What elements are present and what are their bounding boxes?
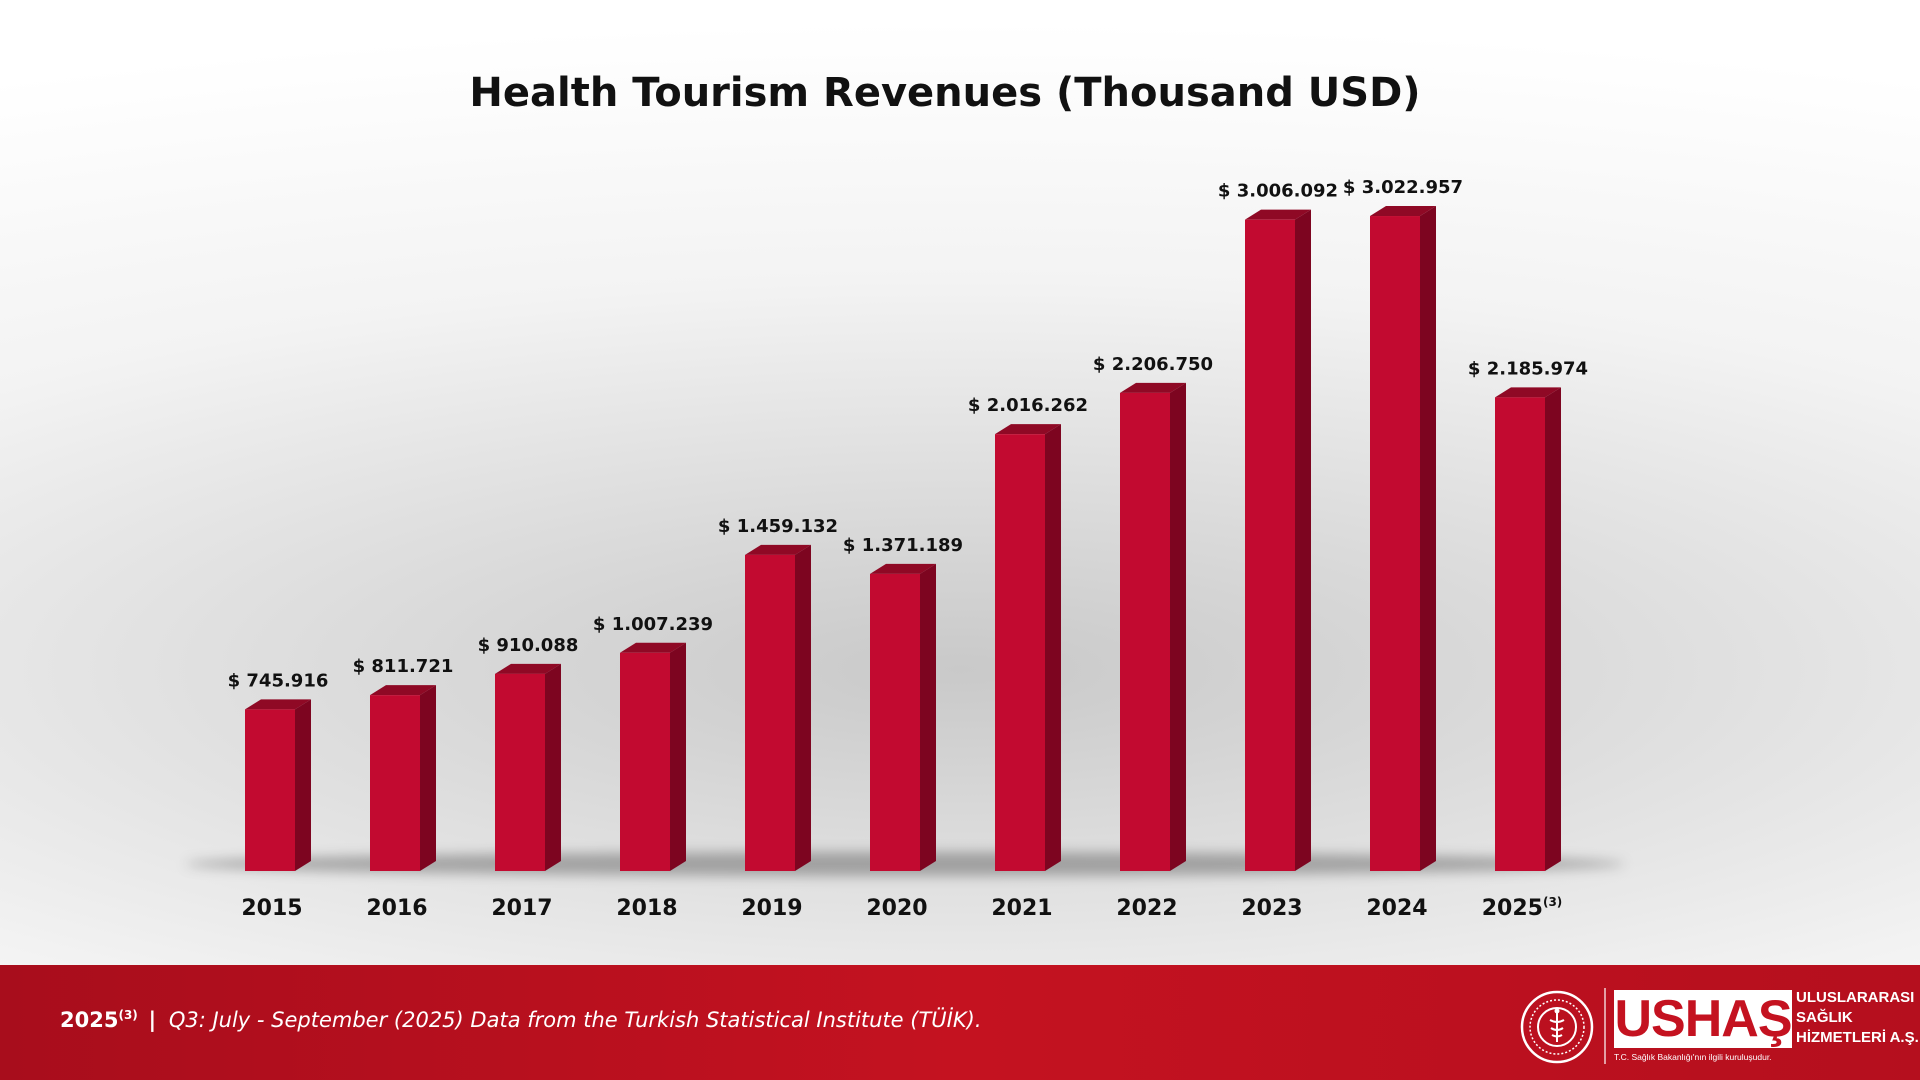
bar <box>245 709 295 871</box>
bar <box>995 434 1045 871</box>
bar <box>1245 219 1295 872</box>
logo-side-text: ULUSLARARASI SAĞLIK HİZMETLERİ A.Ş. <box>1796 988 1919 1048</box>
data-label: $ 1.007.239 <box>593 614 713 635</box>
x-tick-label: 2015 <box>241 896 302 921</box>
footnote-year-note: (3) <box>118 1008 138 1022</box>
x-tick-label: 2025(3) <box>1482 895 1563 921</box>
data-label: $ 811.721 <box>353 656 454 677</box>
bar-top <box>745 544 811 555</box>
x-tick-label: 2021 <box>991 896 1052 921</box>
logo-wordmark: USHAŞ <box>1614 990 1792 1048</box>
bar <box>370 695 420 871</box>
data-label: $ 1.371.189 <box>843 535 963 556</box>
bar <box>1120 392 1170 871</box>
bar-side <box>1545 387 1561 871</box>
bar-top <box>1120 382 1186 393</box>
data-label: $ 3.006.092 <box>1218 181 1338 202</box>
bar-side <box>1045 424 1061 871</box>
footnote-text: Q3: July - September (2025) Data from th… <box>168 1008 982 1032</box>
bar <box>870 573 920 871</box>
bar-side <box>295 699 311 871</box>
footnote-year: 2025 <box>60 1008 119 1032</box>
x-tick-label: 2019 <box>741 896 802 921</box>
bar <box>1495 397 1545 871</box>
ministry-of-health-seal-icon <box>1520 990 1594 1064</box>
data-label: $ 2.016.262 <box>968 395 1088 416</box>
data-label: $ 745.916 <box>228 670 329 691</box>
bar <box>745 554 795 871</box>
bar-top <box>995 424 1061 435</box>
bar <box>620 652 670 871</box>
logo-wordmark-box: USHAŞ <box>1614 990 1793 1048</box>
bar-side <box>420 685 436 871</box>
bar-top <box>370 685 436 696</box>
x-tick-label: 2017 <box>491 896 552 921</box>
data-label: $ 910.088 <box>478 635 579 656</box>
chart-title: Health Tourism Revenues (Thousand USD) <box>469 70 1421 116</box>
x-tick-label: 2022 <box>1116 896 1177 921</box>
bar-top <box>870 563 936 574</box>
bar-top <box>245 699 311 710</box>
logo-tagline: T.C. Sağlık Bakanlığı'nın ilgili kuruluş… <box>1614 1052 1772 1062</box>
bar-side <box>1170 382 1186 871</box>
logo-divider <box>1604 988 1606 1064</box>
bar-side <box>1420 206 1436 871</box>
bar-side <box>670 642 686 871</box>
logo-side-line: HİZMETLERİ A.Ş. <box>1796 1029 1919 1046</box>
x-tick-label: 2016 <box>366 896 427 921</box>
x-tick-label: 2024 <box>1366 896 1427 921</box>
bar-top <box>1245 209 1311 220</box>
bar-top <box>620 642 686 653</box>
bar-top <box>495 663 561 674</box>
data-label: $ 2.185.974 <box>1468 358 1588 379</box>
bar <box>495 673 545 871</box>
bar-side <box>920 563 936 871</box>
x-tick-label: 2020 <box>866 896 927 921</box>
x-tick-label: 2018 <box>616 896 677 921</box>
bar-chart: $ 745.916 2015 $ 811.721 2016 $ 910.088 2017 $… <box>185 177 1625 921</box>
logo-side-line: SAĞLIK <box>1796 1009 1853 1026</box>
footer-band <box>0 965 1920 1080</box>
bar-top <box>1370 206 1436 217</box>
data-label: $ 1.459.132 <box>718 516 838 537</box>
bar-side <box>795 544 811 871</box>
bar-side <box>1295 209 1311 872</box>
bar-top <box>1495 387 1561 398</box>
bar <box>1370 216 1420 871</box>
data-label: $ 2.206.750 <box>1093 354 1213 375</box>
footnote: 2025(3) | Q3: July - September (2025) Da… <box>60 1008 982 1032</box>
data-label: $ 3.022.957 <box>1343 177 1463 198</box>
x-tick-label: 2023 <box>1241 896 1302 921</box>
footnote-separator: | <box>148 1008 157 1032</box>
bar-side <box>545 663 561 871</box>
logo-side-line: ULUSLARARASI <box>1796 989 1915 1006</box>
